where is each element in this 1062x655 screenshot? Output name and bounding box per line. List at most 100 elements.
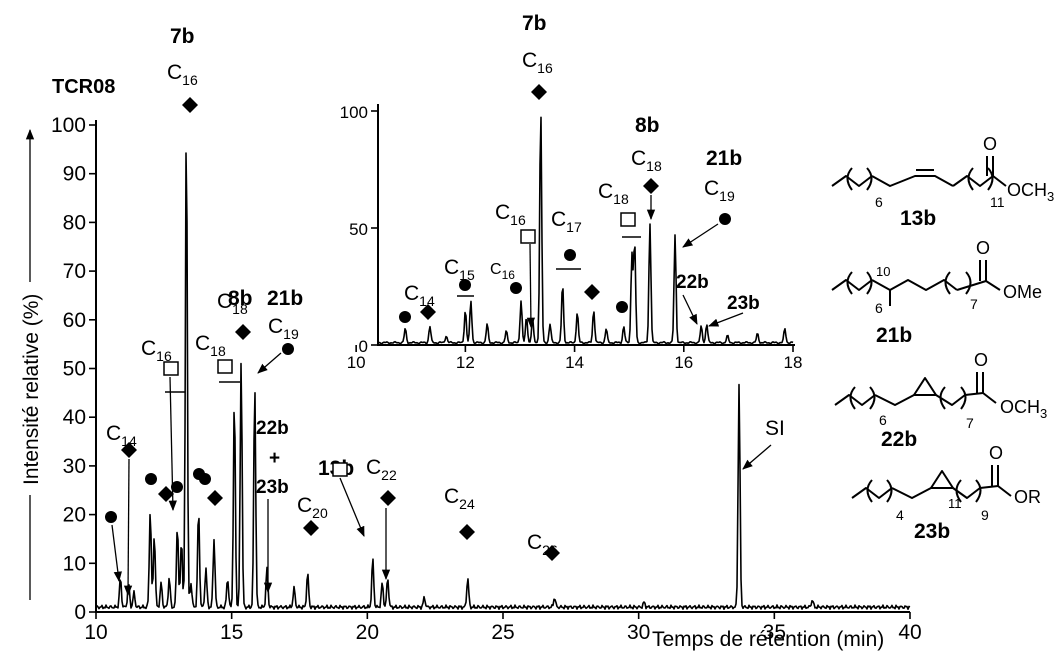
ester-bond — [985, 280, 1001, 291]
label-c20: C20 — [297, 494, 328, 521]
circle-icon — [171, 481, 183, 493]
label-c16-sq: C16 — [141, 337, 172, 364]
inset-label-23b: 23b — [727, 293, 760, 314]
y-axis-title-group: Intensité relative (%) — [20, 128, 43, 600]
inset-label-22b: 22b — [676, 272, 709, 293]
ester-bond — [982, 392, 997, 404]
structures-panel: O 6 11 OCH3 13b O 6 10 7 OMe 21b — [831, 134, 1054, 543]
label-21b: 21b — [267, 287, 303, 310]
y-tick-label: 50 — [63, 358, 86, 381]
x-tick-label: 25 — [491, 621, 514, 644]
diamond-icon — [420, 304, 436, 320]
inset-label-c15: C15 — [444, 256, 475, 283]
structure-name-13b: 13b — [900, 207, 936, 230]
y-ticks: 0 10 20 30 40 50 60 70 80 90 100 — [51, 114, 96, 624]
ring-number: 11 — [948, 496, 962, 511]
diamond-icon — [459, 524, 475, 540]
arrow — [526, 243, 536, 329]
branch-number: 10 — [876, 264, 890, 279]
label-8b: 8b — [228, 287, 253, 310]
arrow — [682, 294, 698, 325]
ester-bond — [992, 175, 1007, 187]
x-tick-label: 14 — [565, 353, 584, 372]
x-axis-title: Temps de rétention (min) — [652, 628, 884, 651]
subscript-n1: 6 — [879, 412, 887, 428]
y-tick-label: 100 — [340, 103, 368, 122]
inset-x-ticks: 10 12 14 16 18 — [347, 345, 803, 372]
ester-group: OR — [1014, 487, 1041, 507]
subscript-n2: 7 — [970, 296, 978, 312]
o-atom: O — [976, 238, 990, 258]
chain — [956, 280, 987, 291]
square-icon — [217, 359, 233, 374]
structure-13b: O 6 11 OCH3 13b — [831, 134, 1054, 230]
diamond-icon — [544, 545, 560, 561]
label-c16-top: C16 — [167, 61, 198, 88]
chain — [891, 487, 932, 499]
subscript-n1: 4 — [896, 507, 904, 523]
x-tick-label: 40 — [898, 621, 921, 644]
chain — [952, 175, 994, 187]
x-tick-label: 30 — [627, 621, 650, 644]
x-tick-label: 15 — [220, 621, 243, 644]
circle-icon — [564, 249, 576, 261]
main-markers — [105, 97, 560, 561]
chain — [874, 394, 915, 406]
subscript-n2: 9 — [981, 507, 989, 523]
diamond-icon — [643, 178, 659, 194]
arrow — [168, 376, 177, 512]
inset-label-c16-sq: C16 — [495, 201, 526, 228]
square-icon — [620, 212, 636, 227]
chain — [834, 394, 876, 406]
diamond-icon — [303, 520, 319, 536]
o-atom: O — [983, 134, 997, 154]
bracket — [866, 479, 893, 503]
bracket — [967, 167, 994, 191]
label-23b: 23b — [256, 477, 289, 498]
inset-markers — [399, 84, 731, 323]
y-tick-label: 30 — [63, 455, 86, 478]
y-tick-label: 60 — [63, 309, 86, 332]
inset-y-ticks: 0 50 100 — [340, 103, 378, 356]
label-22b: 22b — [256, 418, 289, 439]
label-c18-sq: C18 — [195, 332, 226, 359]
x-tick-label: 10 — [347, 353, 366, 372]
y-tick-label: 70 — [63, 260, 86, 283]
diamond-icon — [380, 490, 396, 506]
structure-name-22b: 22b — [881, 428, 917, 451]
inset-label-c16-top: C16 — [522, 49, 553, 76]
arrow — [742, 444, 772, 470]
arrow — [708, 312, 744, 327]
x-tick-label: 20 — [356, 621, 379, 644]
y-axis-title: Intensité relative (%) — [20, 294, 43, 485]
x-tick-label: 12 — [456, 353, 475, 372]
y-tick-label: 10 — [63, 552, 86, 575]
diamond-icon — [121, 442, 137, 458]
arrow — [111, 524, 122, 583]
x-tick-label: 18 — [784, 353, 803, 372]
diamond-icon — [235, 324, 251, 340]
structure-name-21b: 21b — [876, 324, 912, 347]
circle-icon — [145, 473, 157, 485]
subscript-n1: 6 — [875, 300, 883, 316]
circle-icon — [459, 279, 471, 291]
inset-label-c17: C17 — [551, 208, 582, 235]
label-si: SI — [765, 417, 785, 440]
inset-label-c16-small: C16 — [490, 261, 515, 282]
inset-label-c14: C14 — [404, 282, 435, 309]
square-icon — [520, 229, 536, 244]
circle-icon — [105, 511, 117, 523]
y-tick-label: 40 — [63, 406, 86, 429]
o-atom: O — [974, 350, 988, 370]
label-c18-top: C18 — [217, 290, 248, 317]
inset-label-8b: 8b — [635, 114, 660, 137]
inset-label-c18-sq: C18 — [598, 180, 629, 207]
bracket — [955, 479, 982, 503]
y-tick-label: 50 — [349, 220, 368, 239]
circle-icon — [616, 301, 628, 313]
circle-icon — [719, 213, 731, 225]
ester-group: OCH3 — [1007, 180, 1054, 204]
y-tick-label: 20 — [63, 504, 86, 527]
main-chart-title: TCR08 — [52, 76, 115, 98]
